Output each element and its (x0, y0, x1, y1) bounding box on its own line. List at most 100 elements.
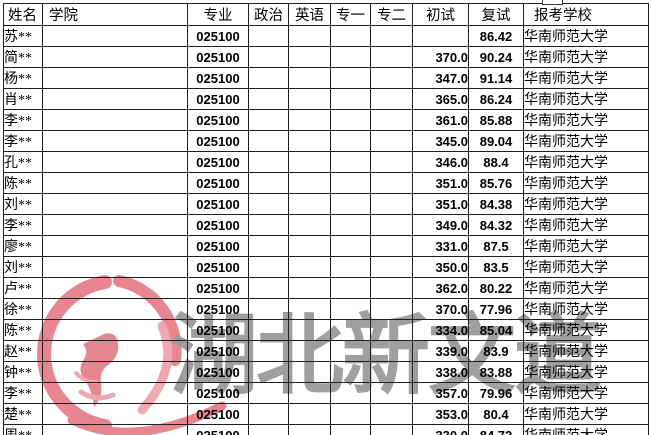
cell-politics (248, 382, 289, 404)
table-row: 李** 025100 345.0 89.04 华南师范大学 (3, 130, 649, 152)
cell-sub2 (370, 130, 413, 152)
table-row: 陈** 025100 334.0 85.04 华南师范大学 (3, 319, 649, 341)
cell-sub2 (370, 88, 413, 110)
cell-name: 楚** (3, 403, 43, 425)
cell-sub1 (330, 193, 371, 215)
cell-politics (248, 130, 289, 152)
cell-initial: 365.0 (412, 88, 469, 110)
cell-college (42, 172, 188, 194)
cell-english (288, 361, 331, 383)
cell-english (288, 193, 331, 215)
cell-initial: 357.0 (412, 382, 469, 404)
cell-school: 华南师范大学 (523, 403, 649, 425)
column-header-english: 英语 (288, 3, 331, 26)
cell-politics (248, 235, 289, 257)
table-row: 肖** 025100 365.0 86.24 华南师范大学 (3, 88, 649, 110)
cell-english (288, 25, 331, 47)
cell-retest: 91.14 (468, 67, 524, 89)
cell-politics (248, 361, 289, 383)
cell-sub2 (370, 172, 413, 194)
table-row: 孔** 025100 346.0 88.4 华南师范大学 (3, 151, 649, 173)
cell-sub2 (370, 235, 413, 257)
cell-name: 李** (3, 130, 43, 152)
cell-english (288, 424, 331, 435)
cell-school: 华南师范大学 (523, 235, 649, 257)
cell-sub1 (330, 256, 371, 278)
cell-politics (248, 88, 289, 110)
cell-retest: 84.72 (468, 424, 524, 435)
cell-sub2 (370, 277, 413, 299)
cell-retest: 85.76 (468, 172, 524, 194)
cell-school: 华南师范大学 (523, 424, 649, 435)
cell-initial (412, 25, 469, 47)
cell-college (42, 88, 188, 110)
cell-major: 025100 (187, 193, 249, 215)
cell-retest: 85.88 (468, 109, 524, 131)
cell-sub2 (370, 298, 413, 320)
cell-name: 苏** (3, 25, 43, 47)
cell-english (288, 403, 331, 425)
cell-sub1 (330, 172, 371, 194)
table-row: 廖** 025100 331.0 87.5 华南师范大学 (3, 235, 649, 257)
cell-college (42, 235, 188, 257)
score-table: 姓名 学院 专业 政治 英语 专一 专二 初试 复试 报考学校 苏** 025100 86.42 华南师… (3, 3, 649, 435)
cell-college (42, 340, 188, 362)
cell-politics (248, 25, 289, 47)
cell-major: 025100 (187, 298, 249, 320)
cell-sub1 (330, 403, 371, 425)
cell-name: 李** (3, 214, 43, 236)
column-header-politics: 政治 (248, 3, 289, 26)
column-header-major: 专业 (187, 3, 249, 26)
table-row: 刘** 025100 350.0 83.5 华南师范大学 (3, 256, 649, 278)
cell-politics (248, 298, 289, 320)
cell-college (42, 298, 188, 320)
cell-school: 华南师范大学 (523, 151, 649, 173)
cell-sub1 (330, 277, 371, 299)
cell-school: 华南师范大学 (523, 109, 649, 131)
table-row: 徐** 025100 370.0 77.96 华南师范大学 (3, 298, 649, 320)
table-row: 赵** 025100 339.0 83.9 华南师范大学 (3, 340, 649, 362)
cell-english (288, 382, 331, 404)
cell-initial: 334.0 (412, 319, 469, 341)
cell-school: 华南师范大学 (523, 172, 649, 194)
cell-retest: 83.5 (468, 256, 524, 278)
cell-initial: 370.0 (412, 46, 469, 68)
cell-name: 卢** (3, 277, 43, 299)
cell-retest: 89.04 (468, 130, 524, 152)
table-row: 楚** 025100 353.0 80.4 华南师范大学 (3, 403, 649, 425)
cell-school: 华南师范大学 (523, 277, 649, 299)
cell-politics (248, 214, 289, 236)
cell-english (288, 235, 331, 257)
cell-major: 025100 (187, 277, 249, 299)
cell-college (42, 424, 188, 435)
cell-retest: 83.88 (468, 361, 524, 383)
cell-major: 025100 (187, 319, 249, 341)
cell-college (42, 25, 188, 47)
cell-school: 华南师范大学 (523, 46, 649, 68)
table-row: 苏** 025100 86.42 华南师范大学 (3, 25, 649, 47)
table-row: 杨** 025100 347.0 91.14 华南师范大学 (3, 67, 649, 89)
cell-english (288, 298, 331, 320)
cell-initial: 345.0 (412, 130, 469, 152)
cell-initial: 370.0 (412, 298, 469, 320)
table-row: 李** 025100 357.0 79.96 华南师范大学 (3, 382, 649, 404)
cell-initial: 351.0 (412, 172, 469, 194)
cell-major: 025100 (187, 403, 249, 425)
cell-initial: 353.0 (412, 403, 469, 425)
cell-college (42, 46, 188, 68)
cell-name: 杨** (3, 67, 43, 89)
cell-politics (248, 151, 289, 173)
cell-sub1 (330, 46, 371, 68)
cell-major: 025100 (187, 25, 249, 47)
cell-english (288, 130, 331, 152)
cell-initial: 346.0 (412, 151, 469, 173)
cell-english (288, 67, 331, 89)
cell-sub1 (330, 235, 371, 257)
cell-name: 李** (3, 382, 43, 404)
cell-school: 华南师范大学 (523, 88, 649, 110)
cell-retest: 86.42 (468, 25, 524, 47)
cell-retest: 77.96 (468, 298, 524, 320)
cell-sub2 (370, 46, 413, 68)
cell-college (42, 277, 188, 299)
cell-sub2 (370, 25, 413, 47)
